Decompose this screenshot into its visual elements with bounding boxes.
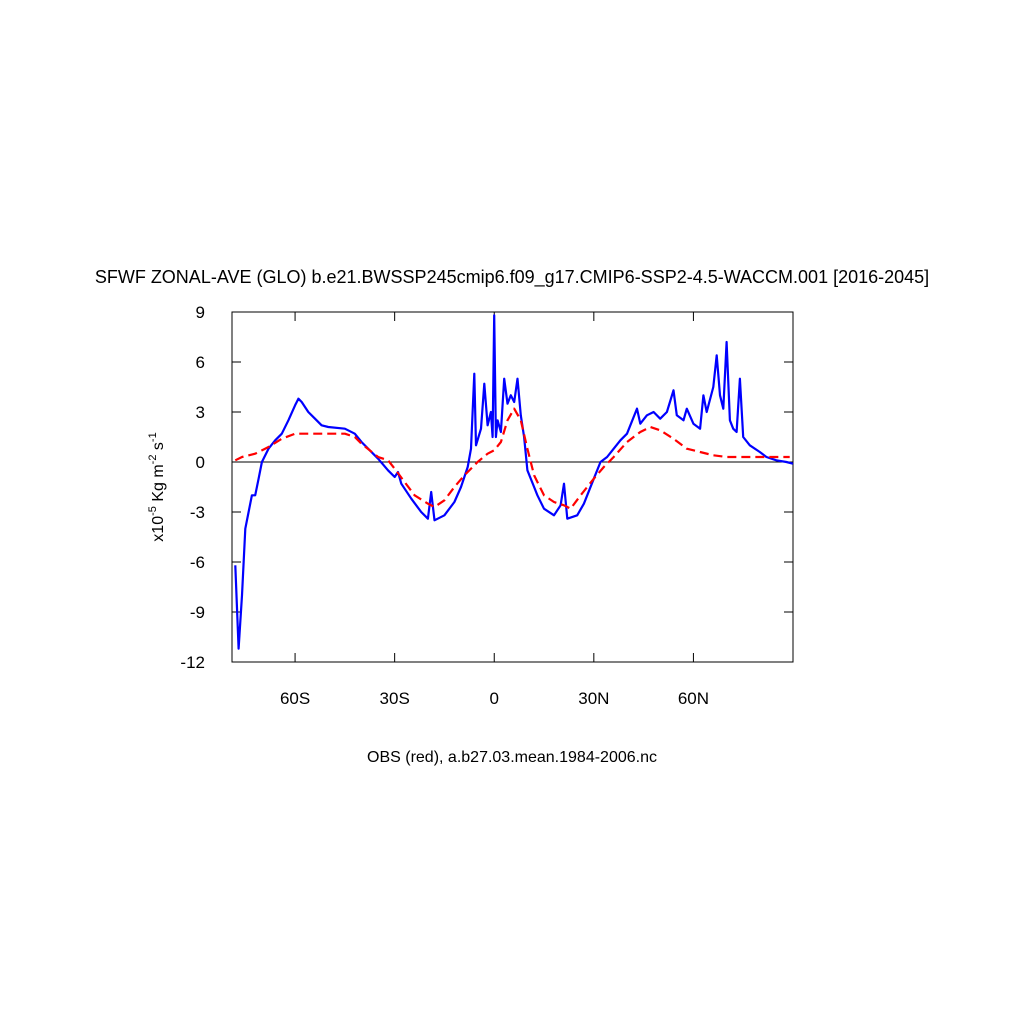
y-tick-label: -6 [190,553,205,572]
y-tick-label: 3 [196,403,205,422]
y-axis-label-part: -5 [147,506,159,516]
x-tick-label: 30N [578,689,609,708]
y-tick-label: 0 [196,453,205,472]
chart-title: SFWF ZONAL-AVE (GLO) b.e21.BWSSP245cmip6… [95,267,929,288]
x-tick-label: 60N [678,689,709,708]
y-axis-label-part: -2 [147,455,159,465]
x-axis-label: OBS (red), a.b27.03.mean.1984-2006.nc [367,749,657,766]
series-line [234,314,794,650]
y-tick-label: 6 [196,353,205,372]
y-axis-label-part: -1 [147,432,159,442]
y-axis-label-part: Kg m [150,464,167,506]
y-tick-label: -9 [190,603,205,622]
x-tick-label: 30S [380,689,410,708]
x-tick-label: 0 [490,689,499,708]
x-tick-label: 60S [280,689,310,708]
series-line [234,407,790,510]
y-axis-label-part: x10 [150,516,167,542]
plot-frame [231,311,794,663]
y-axis-label: x10-5 Kg m-2 s-1 [147,432,167,541]
y-tick-label: 9 [196,303,205,322]
y-tick-label: -3 [190,503,205,522]
y-axis-label-part: s [150,442,167,454]
y-tick-label: -12 [180,653,205,672]
